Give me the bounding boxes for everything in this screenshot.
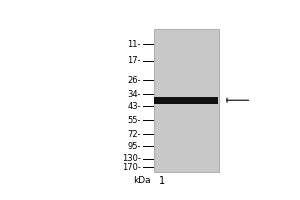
Text: 26-: 26- <box>127 76 141 85</box>
Text: 55-: 55- <box>128 116 141 125</box>
Text: 11-: 11- <box>128 40 141 49</box>
Bar <box>154 97 218 104</box>
Text: 130-: 130- <box>122 154 141 163</box>
Text: 1: 1 <box>159 176 165 186</box>
Text: 95-: 95- <box>128 142 141 151</box>
Text: kDa: kDa <box>133 176 150 185</box>
Bar <box>154 29 219 172</box>
Text: 43-: 43- <box>127 102 141 111</box>
Text: 170-: 170- <box>122 163 141 172</box>
Text: 34-: 34- <box>127 90 141 99</box>
Text: 17-: 17- <box>127 56 141 65</box>
Text: 72-: 72- <box>127 130 141 139</box>
